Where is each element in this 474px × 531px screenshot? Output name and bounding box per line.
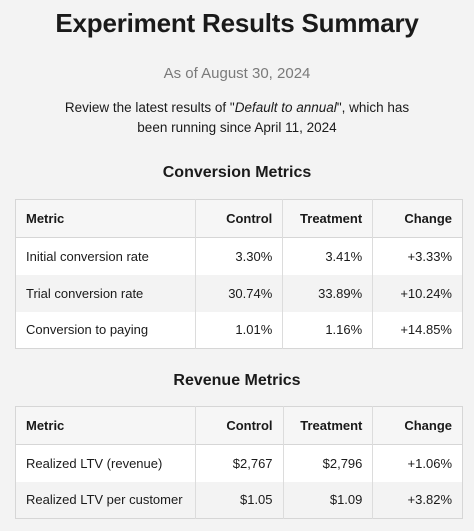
control-value: 3.30% bbox=[195, 237, 284, 275]
table-row: Trial conversion rate 30.74% 33.89% +10.… bbox=[15, 274, 463, 312]
table-row: Initial conversion rate 3.30% 3.41% +3.3… bbox=[15, 237, 463, 275]
treatment-value: $1.09 bbox=[283, 481, 374, 519]
page-title: Experiment Results Summary bbox=[55, 8, 419, 38]
table-header-row: Metric Control Treatment Change bbox=[15, 406, 463, 445]
description-suffix: ", which has been running since April 11… bbox=[137, 100, 410, 135]
description-prefix: Review the latest results of " bbox=[64, 100, 235, 115]
header-change: Change bbox=[404, 418, 452, 433]
change-value: +14.85% bbox=[400, 322, 452, 338]
header-change: Change bbox=[404, 211, 452, 226]
control-value: 30.74% bbox=[195, 274, 284, 312]
metric-name: Realized LTV per customer bbox=[15, 481, 196, 519]
revenue-metrics-title: Revenue Metrics bbox=[173, 372, 301, 389]
as-of-date: As of August 30, 2024 bbox=[163, 65, 311, 82]
header-treatment: Treatment bbox=[283, 406, 374, 445]
header-metric: Metric bbox=[15, 199, 196, 238]
change-value: +10.24% bbox=[400, 285, 452, 301]
control-value: $1.05 bbox=[195, 481, 284, 519]
header-control: Control bbox=[195, 199, 284, 238]
treatment-value: 3.41% bbox=[282, 237, 374, 275]
treatment-value: $2,796 bbox=[283, 444, 374, 482]
header-treatment: Treatment bbox=[282, 199, 374, 238]
conversion-metrics-table: Metric Control Treatment Change Initial … bbox=[15, 199, 463, 349]
experiment-name: Default to annual bbox=[234, 100, 337, 115]
metric-name: Conversion to paying bbox=[15, 311, 196, 349]
treatment-value: 1.16% bbox=[282, 311, 374, 349]
experiment-description: Review the latest results of "Default to… bbox=[60, 98, 414, 138]
table-header-row: Metric Control Treatment Change bbox=[15, 199, 463, 238]
metric-name: Trial conversion rate bbox=[15, 274, 196, 312]
metric-name: Initial conversion rate bbox=[15, 237, 196, 275]
treatment-value: 33.89% bbox=[282, 274, 374, 312]
table-row: Realized LTV per customer $1.05 $1.09 +3… bbox=[15, 481, 463, 519]
metric-name: Realized LTV (revenue) bbox=[15, 444, 196, 482]
change-value: +3.33% bbox=[407, 248, 452, 264]
control-value: 1.01% bbox=[195, 311, 284, 349]
revenue-metrics-table: Metric Control Treatment Change Realized… bbox=[15, 406, 463, 519]
table-row: Conversion to paying 1.01% 1.16% +14.85% bbox=[15, 311, 463, 349]
control-value: $2,767 bbox=[195, 444, 284, 482]
header-control: Control bbox=[195, 406, 284, 445]
header-metric: Metric bbox=[15, 406, 196, 445]
change-value: +3.82% bbox=[407, 492, 452, 508]
change-value: +1.06% bbox=[407, 455, 452, 471]
table-row: Realized LTV (revenue) $2,767 $2,796 +1.… bbox=[15, 444, 463, 482]
conversion-metrics-title: Conversion Metrics bbox=[162, 164, 312, 181]
